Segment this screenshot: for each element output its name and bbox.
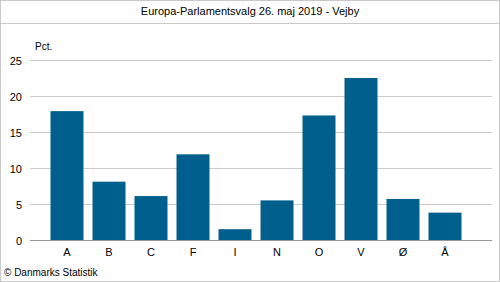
bar	[345, 78, 378, 240]
bar	[387, 199, 420, 240]
title: Europa-Parlamentsvalg 26. maj 2019 - Vej…	[141, 5, 360, 17]
grid-line	[30, 240, 492, 241]
x-tick-label: Å	[441, 246, 449, 258]
bar	[303, 115, 336, 240]
chart-container: Europa-Parlamentsvalg 26. maj 2019 - Vej…	[0, 0, 500, 282]
title-rule	[0, 23, 500, 24]
bar	[261, 200, 294, 240]
x-tick-label: C	[147, 246, 155, 258]
x-tick-label: O	[315, 246, 324, 258]
grid-line	[30, 96, 492, 97]
bar	[429, 213, 462, 240]
bar	[93, 182, 126, 240]
y-tick-label: 25	[10, 55, 22, 67]
bar	[51, 111, 84, 240]
x-tick-label: I	[233, 246, 236, 258]
x-tick-label: F	[190, 246, 197, 258]
chart: Europa-Parlamentsvalg 26. maj 2019 - Vej…	[0, 0, 500, 282]
y-tick-label: 15	[10, 127, 22, 139]
bar	[177, 154, 210, 240]
y-tick-label: 5	[16, 199, 22, 211]
x-axis-line	[30, 240, 492, 241]
grid-line	[30, 132, 492, 133]
bars	[51, 78, 462, 240]
y-tick-label: 0	[16, 235, 22, 247]
x-tick-label: V	[357, 246, 365, 258]
bar	[135, 196, 168, 240]
y-tick-label: 10	[10, 163, 22, 175]
x-tick-label: Ø	[399, 246, 408, 258]
y-tick-label: 20	[10, 91, 22, 103]
grid-line	[30, 168, 492, 169]
frame	[1, 1, 500, 282]
source: © Danmarks Statistik	[4, 267, 99, 278]
y-axis-label: Pct.	[35, 41, 52, 52]
x-tick-label: A	[63, 246, 71, 258]
grid-line	[30, 60, 492, 61]
x-tick-label: B	[105, 246, 112, 258]
x-tick-label: N	[273, 246, 281, 258]
bar	[219, 229, 252, 240]
